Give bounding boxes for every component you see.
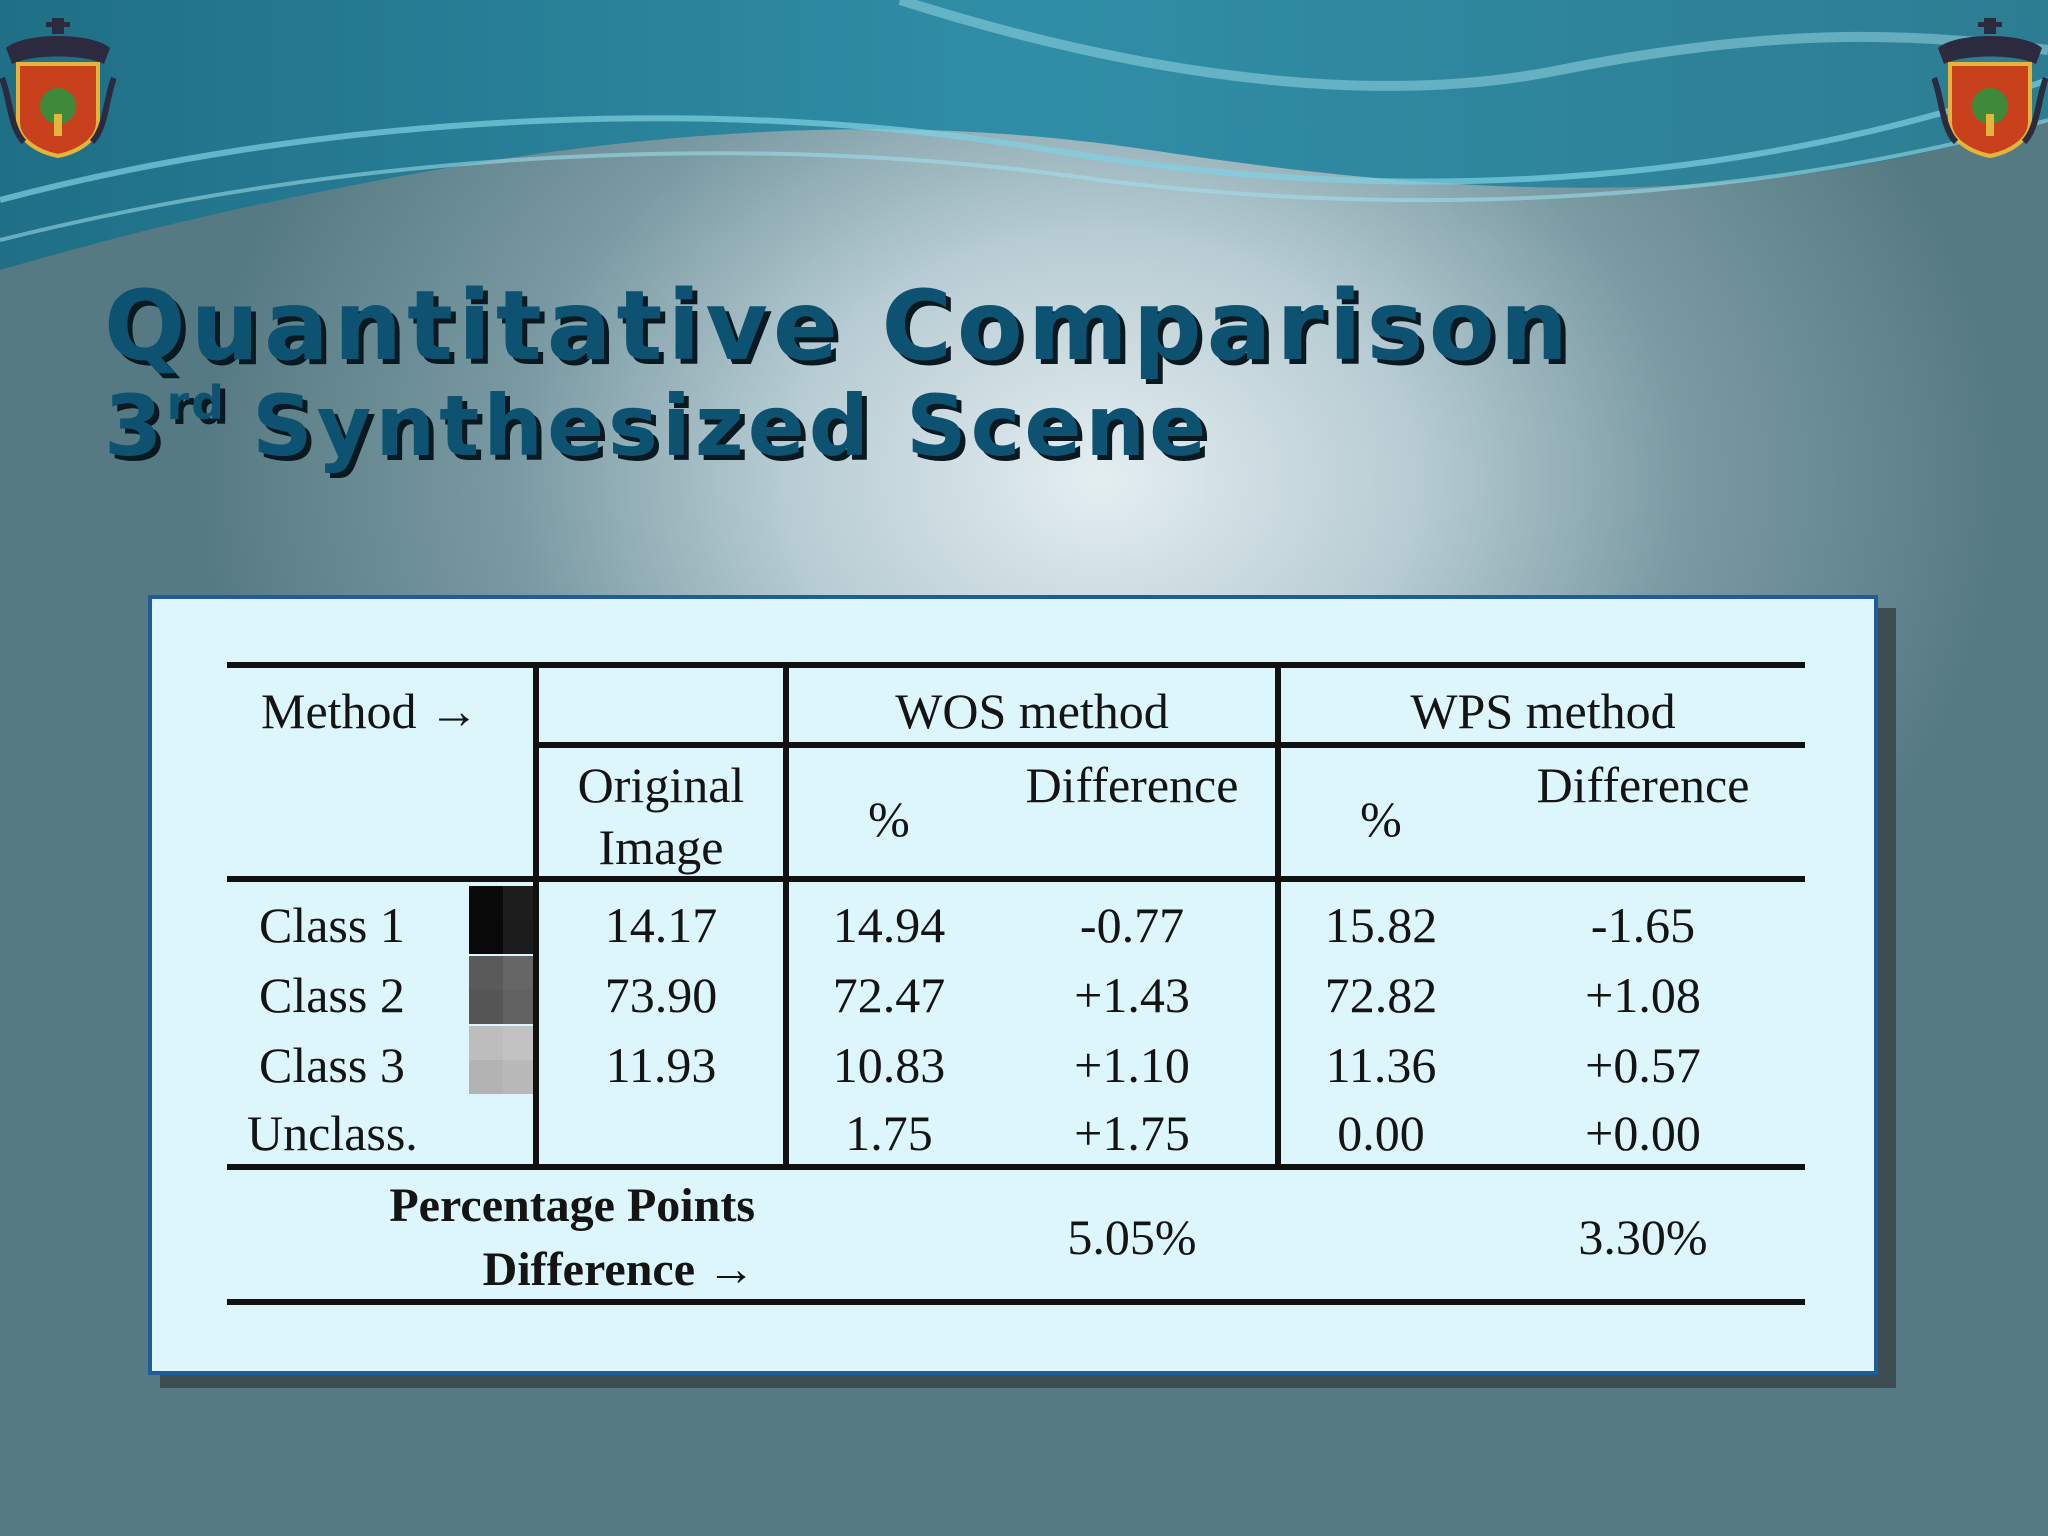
- header-wave-background: [0, 0, 2048, 270]
- table-rule-header-mid: [537, 742, 1805, 748]
- table-rule-col3: [1275, 662, 1281, 1170]
- footer-wps-total: 3.30%: [1578, 1209, 1708, 1265]
- comparison-table: Method → WOS method WPS method Original …: [227, 660, 1805, 1308]
- row-label: Class 1: [259, 897, 405, 953]
- row-wps-difference: -1.65: [1590, 897, 1696, 953]
- slide-subtitle: 3rd Synthesized Scene: [104, 380, 1210, 468]
- row-wps-difference: +0.57: [1585, 1037, 1701, 1093]
- row-wps-difference: +1.08: [1585, 967, 1701, 1023]
- header-wos-method: WOS method: [895, 683, 1169, 739]
- row-wps-percent: 11.36: [1325, 1037, 1437, 1093]
- header-wos-percent: %: [868, 791, 910, 847]
- table-rule-top: [227, 662, 1805, 668]
- row-label: Unclass.: [247, 1105, 418, 1161]
- slide-title: Quantitative Comparison: [104, 270, 1574, 382]
- header-original-line2: Image: [598, 819, 724, 875]
- footer-wos-total: 5.05%: [1067, 1209, 1197, 1265]
- table-rule-header-bottom: [227, 876, 1805, 882]
- row-wos-difference: +1.75: [1074, 1105, 1190, 1161]
- table-rule-body-bottom: [227, 1164, 1805, 1170]
- row-wps-percent: 0.00: [1337, 1105, 1425, 1161]
- table-rule-bottom: [227, 1299, 1805, 1305]
- subtitle-text: Synthesized Scene: [252, 377, 1211, 475]
- row-wos-difference: +1.43: [1074, 967, 1190, 1023]
- subtitle-ordinal: 3: [104, 377, 167, 475]
- row-wps-percent: 15.82: [1324, 897, 1438, 953]
- row-label: Class 3: [259, 1037, 405, 1093]
- row-wps-percent: 72.82: [1324, 967, 1438, 1023]
- header-wps-percent: %: [1360, 791, 1402, 847]
- row-original: 11.93: [605, 1037, 717, 1093]
- class-color-swatch: [469, 886, 533, 954]
- row-wos-percent: 14.94: [832, 897, 946, 953]
- header-original-line1: Original: [577, 757, 745, 813]
- header-wps-difference: Difference: [1536, 757, 1750, 813]
- row-label: Class 2: [259, 967, 405, 1023]
- table-rule-col1: [533, 662, 539, 1170]
- row-wos-percent: 1.75: [845, 1105, 933, 1161]
- header-wps-method: WPS method: [1410, 683, 1676, 739]
- row-wps-difference: +0.00: [1585, 1105, 1701, 1161]
- table-rule-col2: [783, 662, 789, 1170]
- row-wos-percent: 72.47: [832, 967, 946, 1023]
- row-wos-difference: -0.77: [1079, 897, 1185, 953]
- footer-label-line2: Difference →: [482, 1243, 755, 1296]
- header-method-label: Method →: [261, 683, 480, 739]
- row-wos-percent: 10.83: [832, 1037, 946, 1093]
- row-original: 73.90: [604, 967, 718, 1023]
- class-color-swatch: [469, 956, 533, 1024]
- class-color-swatch: [469, 1026, 533, 1094]
- row-wos-difference: +1.10: [1074, 1037, 1190, 1093]
- footer-label-line1: Percentage Points: [389, 1179, 755, 1232]
- row-original: 14.17: [604, 897, 718, 953]
- university-crest-logo: [1932, 18, 2048, 158]
- subtitle-ordinal-suffix: rd: [166, 376, 227, 430]
- header-wos-difference: Difference: [1025, 757, 1239, 813]
- university-crest-logo: [0, 18, 116, 158]
- table-frame: [148, 595, 1878, 1375]
